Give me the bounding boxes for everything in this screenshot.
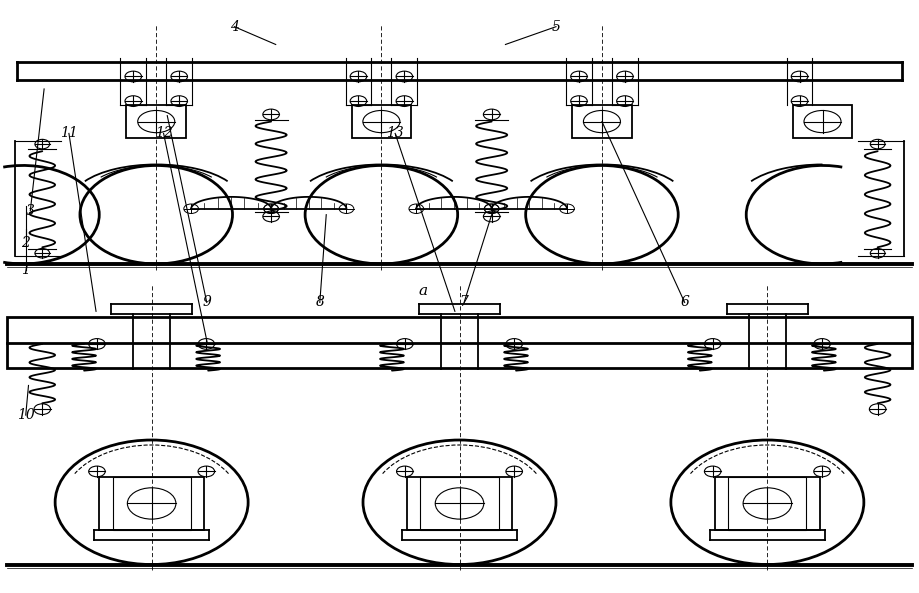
Text: 1: 1: [21, 263, 30, 277]
Bar: [127, 106, 187, 138]
Text: 2: 2: [21, 236, 30, 250]
Bar: [351, 106, 411, 138]
Text: 6: 6: [680, 295, 689, 310]
Bar: [99, 477, 205, 530]
Bar: [112, 477, 191, 530]
Text: 13: 13: [386, 126, 404, 141]
Bar: [728, 477, 807, 530]
Text: 11: 11: [60, 126, 78, 141]
Text: 8: 8: [315, 295, 324, 310]
Text: 12: 12: [154, 126, 173, 141]
Text: 10: 10: [17, 408, 35, 422]
Bar: [573, 106, 632, 138]
Text: 5: 5: [551, 20, 561, 34]
Text: 3: 3: [26, 203, 35, 218]
Bar: [715, 477, 820, 530]
Bar: [792, 106, 853, 138]
Text: 7: 7: [460, 295, 469, 310]
Bar: [407, 477, 513, 530]
Text: a: a: [418, 283, 427, 298]
Bar: [7, 317, 912, 368]
Text: 4: 4: [230, 20, 239, 34]
Bar: [421, 477, 498, 530]
Text: 9: 9: [202, 295, 211, 310]
